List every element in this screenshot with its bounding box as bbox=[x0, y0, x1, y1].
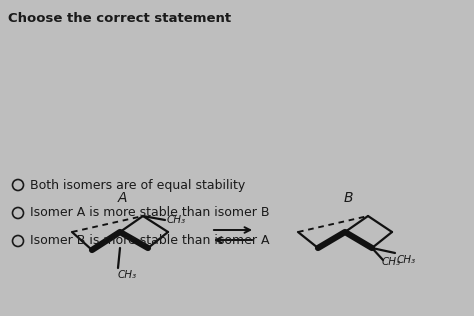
Text: CH₃: CH₃ bbox=[397, 255, 416, 265]
Text: CH₃: CH₃ bbox=[382, 257, 401, 267]
Text: A: A bbox=[117, 191, 127, 205]
Text: Isomer B is more stable than isomer A: Isomer B is more stable than isomer A bbox=[30, 234, 270, 247]
Text: Choose the correct statement: Choose the correct statement bbox=[8, 12, 231, 25]
Text: Both isomers are of equal stability: Both isomers are of equal stability bbox=[30, 179, 245, 191]
Text: CH₃: CH₃ bbox=[167, 215, 186, 225]
Text: B: B bbox=[343, 191, 353, 205]
Text: CH₃: CH₃ bbox=[118, 270, 137, 280]
Text: Isomer A is more stable than isomer B: Isomer A is more stable than isomer B bbox=[30, 206, 270, 220]
